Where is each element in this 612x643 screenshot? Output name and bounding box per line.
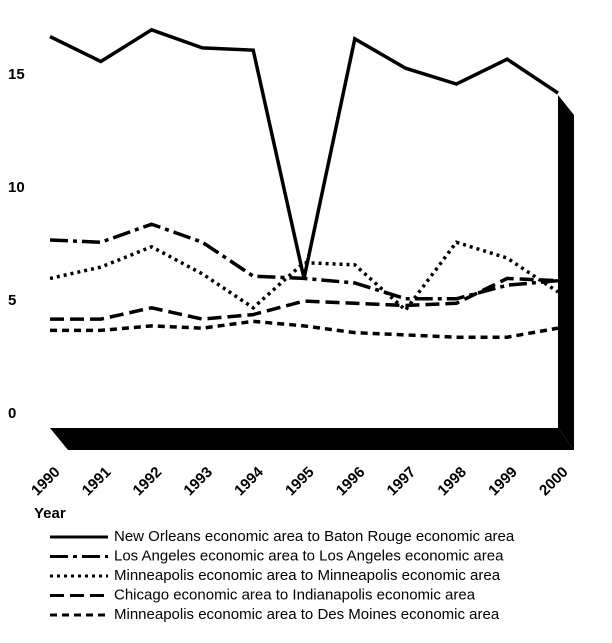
y-tick-label: 10 [8,179,25,196]
x-tick-label: 2000 [536,464,572,500]
x-tick-label: 1995 [282,464,318,500]
legend-label: New Orleans economic area to Baton Rouge… [114,528,515,545]
legend-label: Minneapolis economic area to Minneapolis… [114,567,501,584]
x-tick-label: 1991 [79,464,115,500]
x-tick-label: 1999 [485,464,521,500]
series-line [49,27,559,279]
wall [558,95,574,450]
legend-label: Los Angeles economic area to Los Angeles… [114,547,504,564]
y-tick-label: 0 [8,405,16,422]
y-tick-label: 15 [8,66,25,83]
x-tick-label: 1998 [434,464,470,500]
floor [50,428,574,450]
series-line [50,276,559,321]
x-tick-label: 1994 [231,463,267,499]
legend-label: Minneapolis economic area to Des Moines … [114,606,500,623]
y-tick-label: 5 [8,292,16,309]
series-line [50,319,559,339]
x-tick-label: 1990 [28,464,64,500]
x-tick-label: 1992 [130,464,166,500]
series-line [49,222,559,301]
x-tick-label: 1996 [333,464,369,500]
x-axis-label: Year [34,505,66,522]
x-tick-label: 1997 [384,464,420,500]
legend-label: Chicago economic area to Indianapolis ec… [114,586,476,603]
x-tick-label: 1993 [180,464,216,500]
